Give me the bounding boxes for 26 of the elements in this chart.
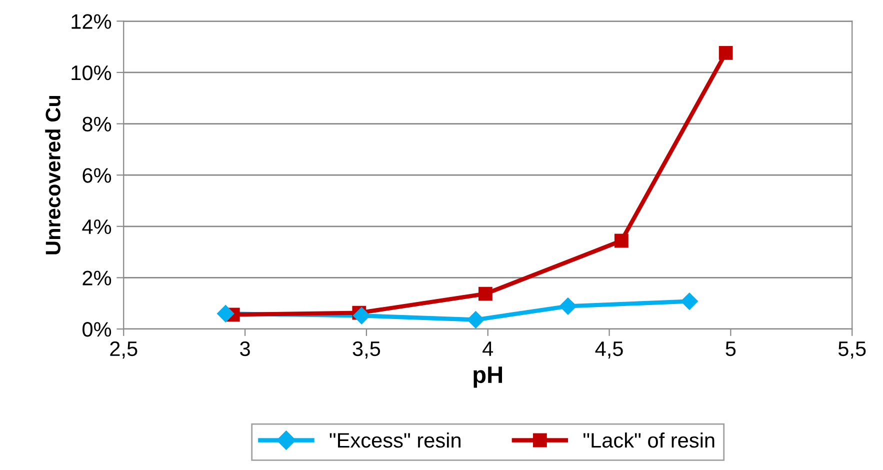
point — [217, 305, 234, 322]
y-tick-label: 8% — [82, 116, 112, 132]
y-tick-label: 2% — [82, 270, 112, 286]
x-tick-label: 3 — [240, 341, 250, 356]
y-tick-label: 6% — [82, 168, 112, 183]
x-tick-label: 5 — [726, 342, 736, 356]
y-tick-label: 0% — [82, 322, 112, 337]
point — [478, 286, 492, 301]
point — [680, 292, 698, 310]
x-tick-label: 4 — [482, 342, 494, 356]
y-tick-label: 10% — [72, 65, 112, 80]
point — [614, 234, 628, 248]
legend-label: "Lack" of resin — [584, 432, 714, 448]
legend-label: "Excess" resin — [330, 432, 460, 448]
point — [718, 46, 733, 60]
y-axis-title: Unrecovered Cu — [45, 96, 60, 254]
x-tick-label: 2,5 — [110, 341, 138, 359]
y-tick-label: 12% — [72, 14, 112, 29]
x-tick-label: 4,5 — [595, 342, 623, 359]
point — [467, 311, 484, 328]
point — [559, 298, 577, 315]
y-tick-label: 4% — [82, 219, 112, 234]
x-tick-label: 5,5 — [838, 342, 866, 359]
x-tick-label: 3,5 — [352, 341, 380, 359]
x-axis-title: pH — [474, 366, 502, 388]
point — [353, 307, 370, 324]
